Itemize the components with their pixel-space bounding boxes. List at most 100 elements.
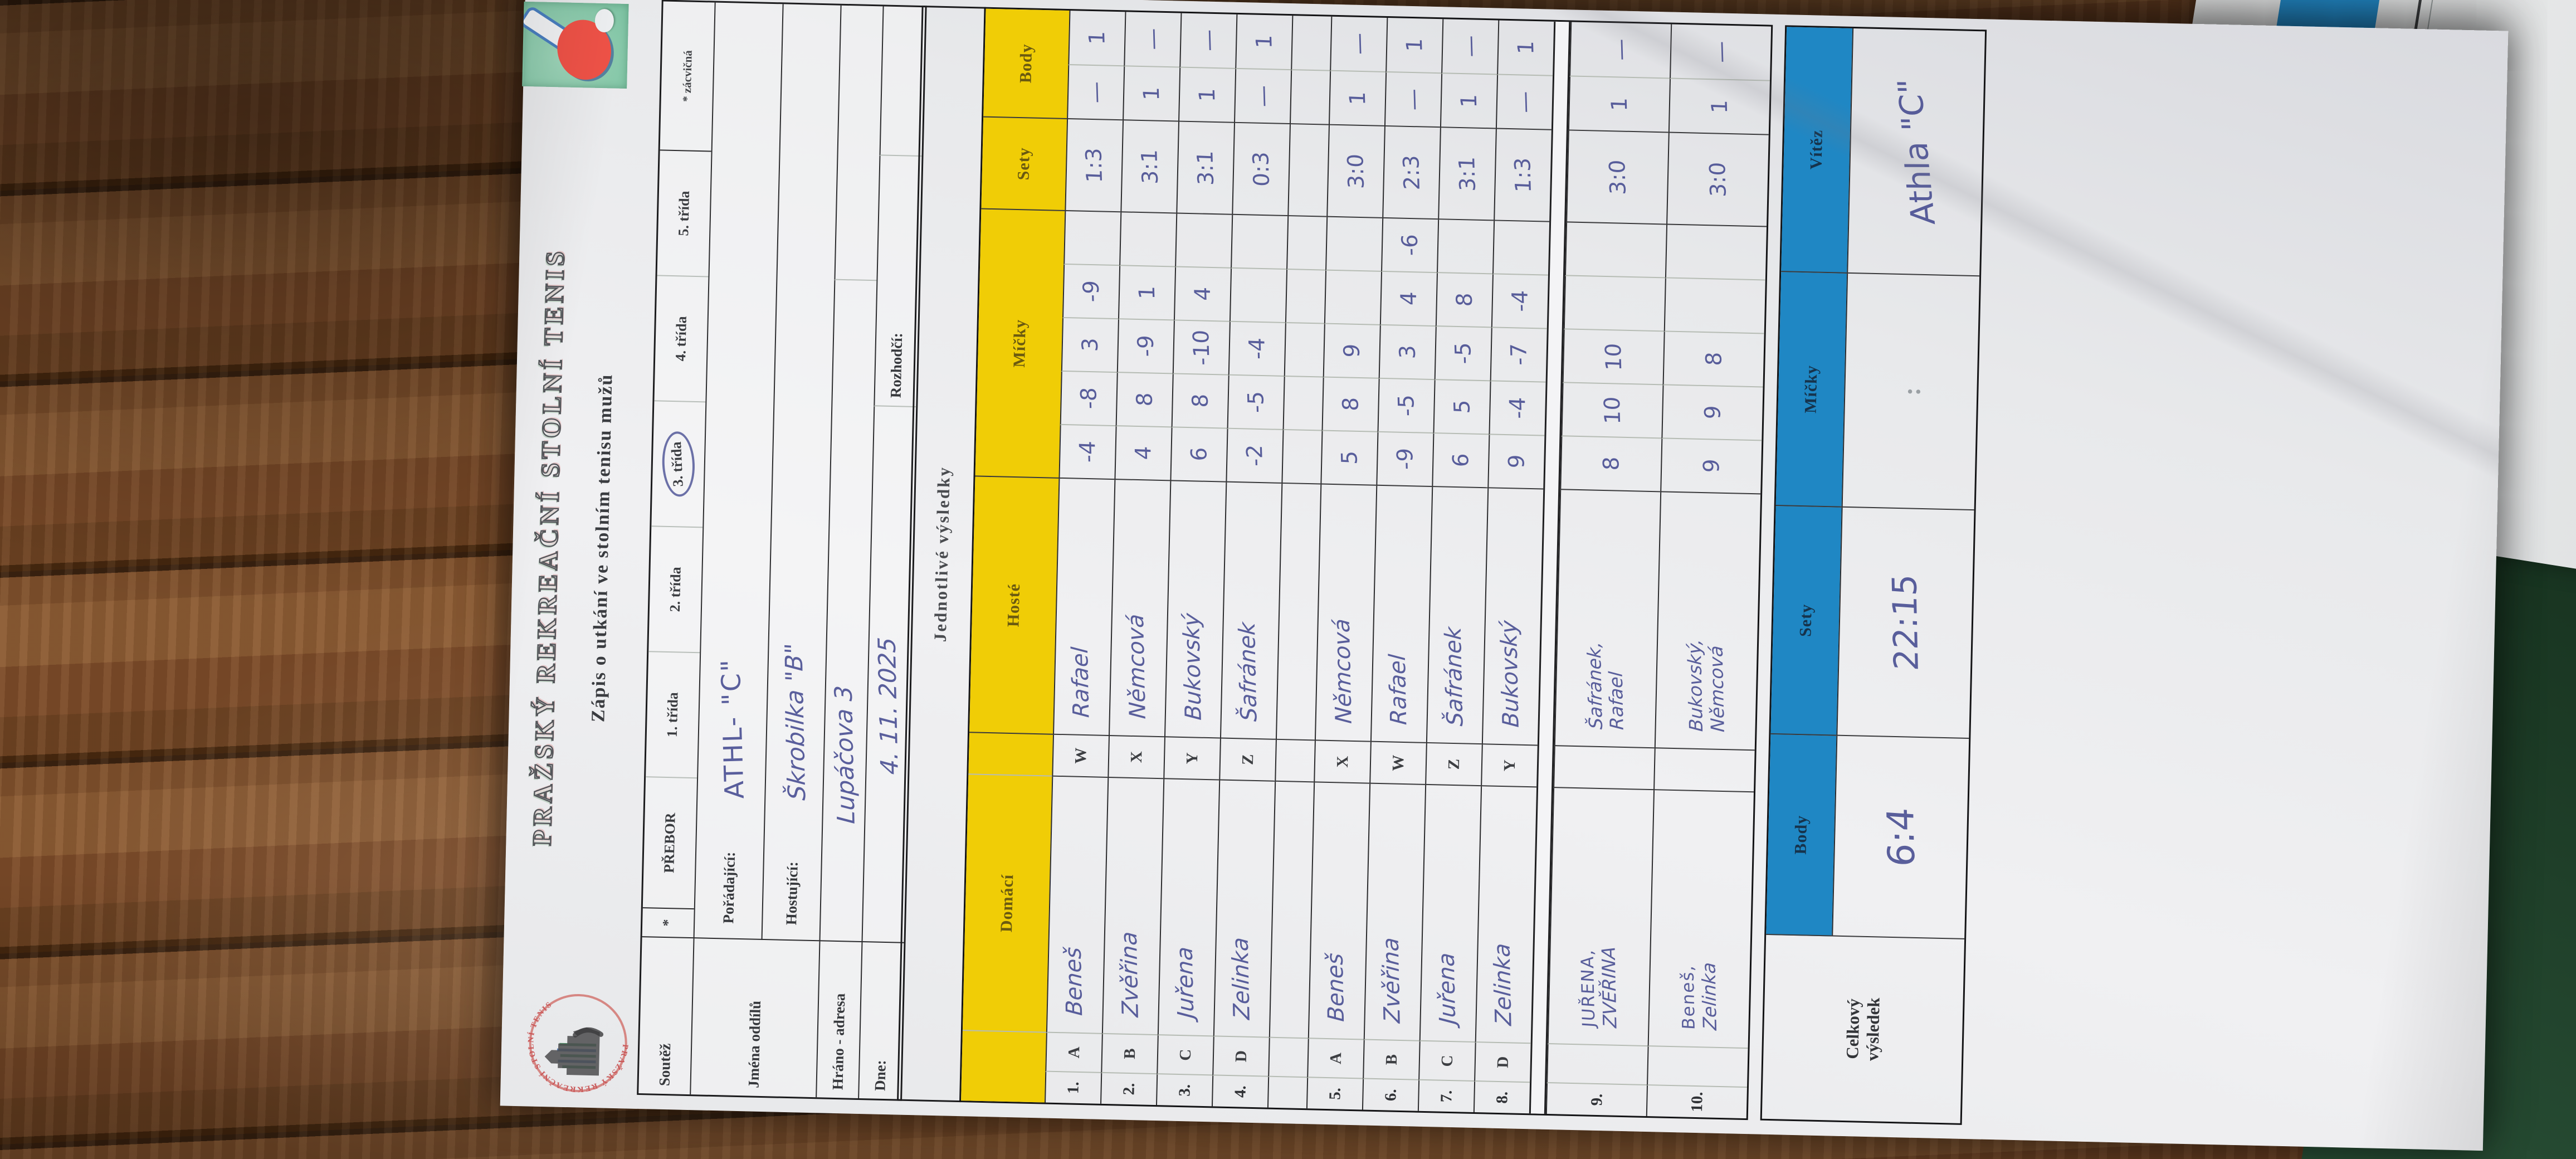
- guest-letter: Y: [1163, 737, 1220, 781]
- set-score-4: -9: [1062, 264, 1120, 320]
- guest-letter: Y: [1481, 744, 1538, 788]
- set-score-2: 8: [1115, 373, 1173, 428]
- home-letter: B: [1101, 1034, 1158, 1075]
- club-logo: PRAŽSKÝ REKREAČNÍ STOLNÍ TENIS: [525, 994, 631, 1095]
- set-score-5: [1119, 212, 1177, 267]
- poradajici-label: Pořádající:: [719, 851, 738, 924]
- match-info-table: Soutěž * PŘEBOR 1. třída 2. třída 3. tří…: [637, 0, 927, 1101]
- points-guest: 1: [1068, 11, 1125, 67]
- hostujici-value: Škrobilka "B": [780, 642, 812, 801]
- set-score-5: [1436, 220, 1494, 275]
- score-sheet-paper: PRAŽSKÝ REKREAČNÍ STOLNÍ TENIS PRAŽSKÝ R…: [500, 0, 2509, 1151]
- home-player: Zvěřina: [1101, 777, 1164, 1036]
- points-guest: —: [1179, 13, 1237, 69]
- home-letter: D: [1474, 1043, 1531, 1083]
- set-score-4: 1: [1118, 266, 1175, 321]
- summary-header-body: Body: [1766, 734, 1837, 937]
- set-score-5: -6: [1381, 218, 1438, 274]
- guest-player: Šafránek, Rafael: [1554, 490, 1661, 749]
- match-number: 4.: [1211, 1075, 1269, 1108]
- summary-header-micky: Míčky: [1775, 272, 1847, 508]
- set-score-4: -4: [1491, 274, 1548, 329]
- summary-micky-value: :: [1841, 273, 1980, 511]
- set-score-4: 4: [1173, 267, 1231, 322]
- match-number: 3.: [1155, 1074, 1213, 1107]
- home-letter: C: [1418, 1041, 1475, 1082]
- points-home: 1: [1668, 79, 1770, 135]
- set-score-1: 9: [1660, 439, 1762, 495]
- trida-2: 2. třída: [648, 527, 703, 654]
- zacvicna-label: * zácvičná: [660, 1, 715, 152]
- summary-sety-value: 22:15: [1836, 507, 1974, 739]
- set-score-4: 8: [1435, 273, 1492, 328]
- jmena-oddilu-label: Jména oddílů: [690, 938, 819, 1098]
- home-letter: B: [1363, 1040, 1419, 1080]
- home-player: Juřena: [1419, 785, 1481, 1043]
- summary-label-line2: výsledek: [1862, 997, 1884, 1061]
- gap-cell: [1269, 781, 1314, 1039]
- set-score-5: [1231, 215, 1288, 270]
- trida-3-circled: 3. třída: [651, 401, 706, 528]
- home-letter: C: [1157, 1035, 1213, 1076]
- set-score-5: [1325, 217, 1383, 272]
- soutez-star: *: [642, 908, 694, 939]
- guest-letter: W: [1369, 742, 1426, 785]
- gap-cell: [1284, 323, 1324, 378]
- points-home: —: [1234, 69, 1291, 125]
- trida-1: 1. třída: [646, 652, 700, 779]
- set-score-3: -7: [1490, 328, 1547, 383]
- points-home: 1: [1440, 74, 1497, 129]
- guest-player: Šafránek: [1219, 482, 1282, 740]
- set-score-1: 4: [1114, 426, 1172, 481]
- set-score-1: 5: [1320, 431, 1378, 486]
- sets-score: 2:3: [1382, 126, 1440, 220]
- set-score-1: 6: [1170, 427, 1227, 483]
- guest-letter: X: [1108, 736, 1164, 780]
- header-sety: Sety: [981, 117, 1067, 211]
- set-score-4: [1324, 270, 1382, 325]
- hrano-adresa-value: Lupáčova 3: [830, 684, 861, 825]
- guest-player: Šafránek: [1426, 487, 1488, 745]
- gap-cell: [1291, 16, 1331, 71]
- home-player: Juřena: [1157, 779, 1219, 1037]
- sets-score: 1:3: [1065, 119, 1123, 213]
- set-score-4: [1563, 276, 1665, 332]
- set-score-4: [1229, 268, 1287, 323]
- body-score: 6:4: [1879, 806, 1923, 868]
- points-home: 1: [1568, 76, 1670, 133]
- gap-cell: [1287, 124, 1329, 217]
- hrano-adresa-label: Hráno - adresa: [816, 941, 862, 1098]
- match-number: 8.: [1473, 1082, 1530, 1114]
- points-home: —: [1495, 75, 1553, 130]
- set-score-3: -9: [1116, 319, 1174, 374]
- paddle-logo: [522, 1, 629, 89]
- set-score-5: [1175, 213, 1232, 269]
- soutez-label: Soutěž: [656, 1043, 674, 1087]
- guest-letter: Z: [1425, 743, 1482, 787]
- home-player: Zelinka: [1475, 786, 1537, 1044]
- gap-cell: [1268, 1038, 1308, 1078]
- summary-header-sety: Sety: [1770, 506, 1842, 736]
- home-letter: D: [1212, 1036, 1269, 1077]
- score-sheet-wrapper: PRAŽSKÝ REKREAČNÍ STOLNÍ TENIS PRAŽSKÝ R…: [500, 0, 2509, 1151]
- gap-cell: [1281, 430, 1322, 485]
- set-score-1: 8: [1560, 436, 1662, 493]
- gap-cell: [1286, 216, 1327, 271]
- sets-score: 3:0: [1566, 130, 1668, 225]
- set-score-2: -4: [1489, 381, 1546, 436]
- set-score-4: 4: [1379, 271, 1437, 327]
- gap-cell: [1289, 70, 1330, 125]
- sets-score: 3:0: [1326, 125, 1384, 218]
- set-score-4: [1663, 278, 1765, 334]
- gap-cell: [1275, 483, 1321, 741]
- set-score-3: 3: [1378, 325, 1436, 381]
- points-home: 1: [1123, 66, 1180, 122]
- header-body: Body: [983, 8, 1070, 119]
- form-subtitle: Zápis o utkání ve stolním tenisu mužů: [588, 373, 617, 723]
- match-number: 7.: [1417, 1080, 1475, 1112]
- summary-label-line1: Celkový: [1842, 998, 1863, 1060]
- guest-player: Rafael: [1370, 485, 1432, 743]
- home-player: Beneš: [1307, 782, 1370, 1040]
- guest-player: Bukovský, Němcová: [1654, 492, 1761, 751]
- set-score-1: 9: [1487, 435, 1545, 490]
